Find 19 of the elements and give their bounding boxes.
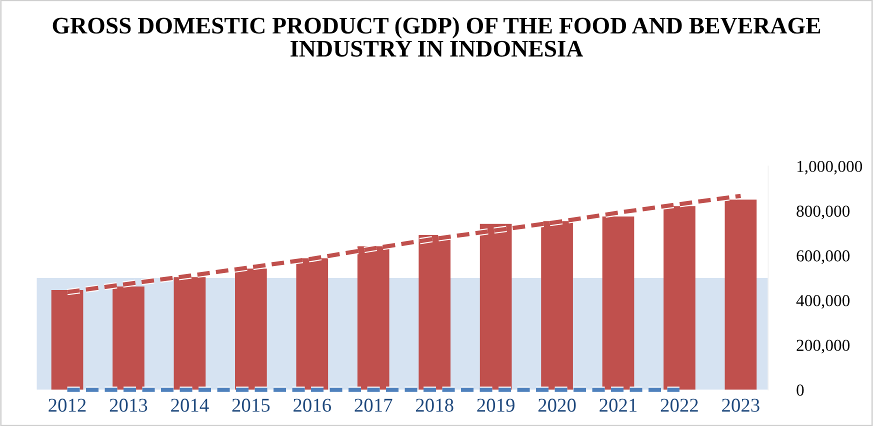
x-tick-label: 2014 [171,398,209,412]
x-tick-label: 2023 [722,398,760,412]
x-tick-label: 2022 [660,398,698,412]
x-tick-label: 2018 [416,398,454,412]
y-tick-label: 1,000,000 [797,160,862,174]
x-tick-label: 2017 [354,398,392,412]
x-tick-label: 2020 [538,398,576,412]
x-tick-label: 2016 [294,398,332,412]
x-tick-label: 2021 [600,398,637,412]
y-tick-label: 800,000 [796,206,850,220]
x-tick-label: 2019 [477,398,514,412]
y-tick-label: 200,000 [796,340,850,354]
x-tick-label: 2015 [232,398,270,412]
x-tick-label: 2013 [110,398,148,412]
y-tick-label: 0 [796,384,804,396]
y-tick-label: 600,000 [796,250,850,264]
x-tick-label: 2012 [48,398,86,412]
y-tick-label: 400,000 [796,295,850,309]
chart-title: GROSS DOMESTIC PRODUCT (GDP) OF THE FOOD AND BEVERAGE INDUSTRY IN INDONESIA [52,17,820,57]
